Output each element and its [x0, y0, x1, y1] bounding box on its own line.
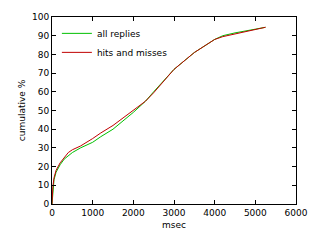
svg-text:70: 70 — [38, 68, 50, 78]
svg-text:hits and misses: hits and misses — [97, 48, 167, 58]
svg-text:0: 0 — [43, 199, 49, 209]
svg-text:5000: 5000 — [244, 208, 267, 218]
svg-text:msec: msec — [162, 220, 186, 230]
svg-text:2000: 2000 — [122, 208, 145, 218]
svg-text:90: 90 — [38, 31, 50, 41]
svg-text:6000: 6000 — [285, 208, 308, 218]
svg-text:1000: 1000 — [81, 208, 104, 218]
svg-text:80: 80 — [38, 50, 50, 60]
svg-text:20: 20 — [38, 162, 50, 172]
svg-text:all replies: all replies — [97, 29, 141, 39]
svg-text:50: 50 — [38, 106, 50, 116]
svg-text:cumulative %: cumulative % — [17, 79, 27, 141]
svg-text:0: 0 — [49, 208, 55, 218]
svg-text:100: 100 — [32, 12, 49, 22]
svg-text:10: 10 — [38, 180, 50, 190]
svg-text:4000: 4000 — [203, 208, 226, 218]
svg-text:30: 30 — [38, 143, 50, 153]
svg-text:60: 60 — [38, 87, 50, 97]
svg-text:3000: 3000 — [163, 208, 186, 218]
svg-text:40: 40 — [38, 124, 50, 134]
